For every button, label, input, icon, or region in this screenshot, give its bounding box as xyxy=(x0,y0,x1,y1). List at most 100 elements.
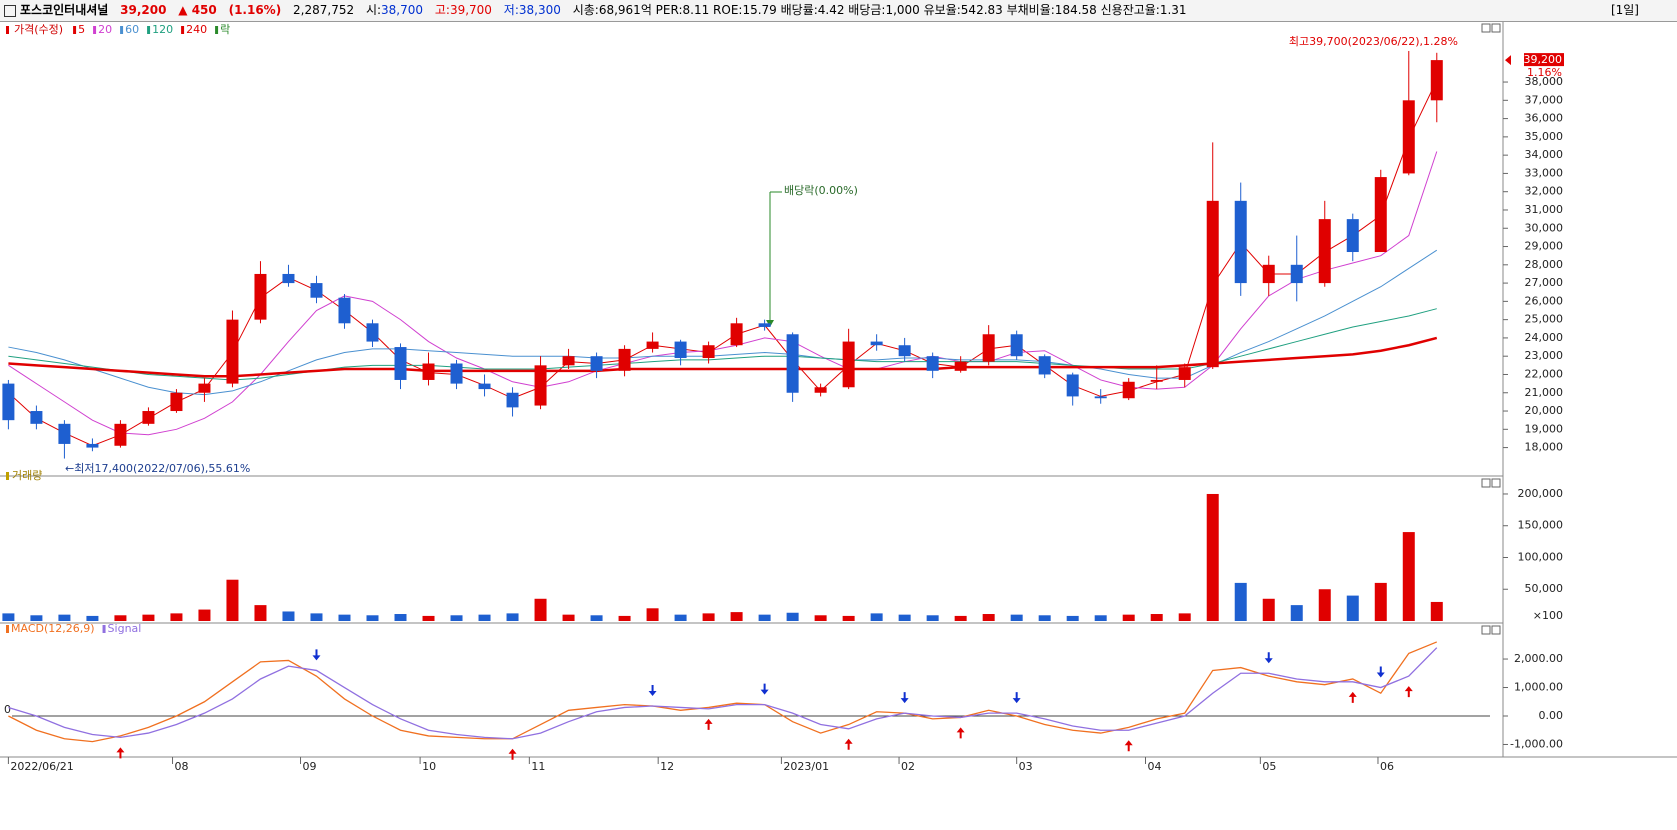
candle-body xyxy=(1430,60,1443,101)
volume-bar xyxy=(562,614,575,621)
panel-button[interactable] xyxy=(1481,625,1491,635)
legend-item: 60 xyxy=(125,23,139,36)
low: 38,300 xyxy=(518,3,561,17)
candle-body xyxy=(170,392,183,412)
candle-body xyxy=(198,383,211,393)
legend-swatch xyxy=(73,26,77,34)
legend-swatch xyxy=(93,26,97,34)
stats: 시총:68,961억 PER:8.11 ROE:15.79 배당률:4.42 배… xyxy=(572,3,1187,17)
volume-bar xyxy=(730,612,743,621)
legend-item: 120 xyxy=(152,23,173,36)
period[interactable]: [1일] xyxy=(1610,3,1639,17)
candle-body xyxy=(618,348,631,371)
last-price-label: 39,200 xyxy=(1524,53,1563,66)
panel-button[interactable] xyxy=(1481,23,1491,33)
volume-bar xyxy=(1066,615,1079,621)
volume-bar xyxy=(674,614,687,621)
volume-bar xyxy=(702,613,715,621)
legend-swatch xyxy=(181,26,185,34)
volume-bar xyxy=(1094,615,1107,621)
candle-body xyxy=(870,341,883,346)
panel-button[interactable] xyxy=(1491,478,1501,488)
volume-bar xyxy=(506,613,519,621)
volume-bar xyxy=(1262,598,1275,621)
buy-signal xyxy=(1404,686,1413,698)
legend-item: Signal xyxy=(108,622,142,635)
candle-body xyxy=(842,341,855,388)
stock-name: 포스코인터내셔널 xyxy=(20,3,109,17)
candle-body xyxy=(758,323,771,327)
change-pct: (1.16%) xyxy=(228,3,282,17)
candle-body xyxy=(1066,374,1079,397)
volume-bar xyxy=(786,612,799,621)
candle-body xyxy=(1178,367,1191,380)
candle-body xyxy=(86,443,99,448)
legend-item: 5 xyxy=(78,23,85,36)
candle-body xyxy=(478,383,491,390)
candle-body xyxy=(366,323,379,342)
buy-signal xyxy=(508,748,517,760)
volume-bar xyxy=(1150,614,1163,621)
candle-body xyxy=(1122,381,1135,399)
candle-body xyxy=(142,411,155,424)
checkbox[interactable] xyxy=(4,4,16,17)
volume-bar xyxy=(646,608,659,621)
volume-bar xyxy=(142,614,155,621)
moving-average xyxy=(8,151,1438,436)
sell-signal xyxy=(1376,666,1385,678)
volume-bar xyxy=(1178,613,1191,621)
candle-body xyxy=(338,297,351,324)
legend-title: 가격(수정) xyxy=(14,23,63,36)
y-tick-label: 28,000 xyxy=(1525,258,1564,271)
y-tick-label: 37,000 xyxy=(1525,93,1564,106)
x-tick-label: 05 xyxy=(1262,760,1276,773)
volume-bar xyxy=(926,615,939,621)
volume-bar xyxy=(58,614,71,621)
y-tick-label: 32,000 xyxy=(1525,185,1564,198)
buy-signal xyxy=(844,738,853,750)
panel-button[interactable] xyxy=(1481,478,1491,488)
candle-body xyxy=(898,345,911,357)
last-price-marker xyxy=(1505,55,1511,66)
dividend-annotation: 배당락(0.00%) xyxy=(784,184,858,197)
volume-bar xyxy=(30,615,43,621)
candle-body xyxy=(1402,100,1415,174)
volume-bar xyxy=(198,609,211,621)
candle-body xyxy=(310,283,323,298)
candle-body xyxy=(590,356,603,371)
candle-body xyxy=(1094,396,1107,399)
change: ▲ 450 xyxy=(178,3,217,17)
x-tick-label: 09 xyxy=(303,760,317,773)
candle-body xyxy=(646,341,659,349)
volume-bar xyxy=(394,614,407,621)
volume-bar xyxy=(310,613,323,621)
y-tick-label: 100,000 xyxy=(1518,550,1564,563)
chart: 최고39,700(2023/06/22),1.28% ←최저17,400(202… xyxy=(0,22,1677,773)
moving-average xyxy=(8,308,1437,381)
y-tick-label: 50,000 xyxy=(1525,582,1564,595)
x-tick-label: 06 xyxy=(1380,760,1394,773)
volume-bar xyxy=(1206,493,1219,621)
header: 포스코인터내셔널 39,200 ▲ 450 (1.16%) 2,287,752 … xyxy=(0,0,1677,22)
open: 38,700 xyxy=(381,3,424,17)
y-tick-label: 2,000.00 xyxy=(1514,652,1563,665)
volume-bar xyxy=(1346,595,1359,621)
volume: 2,287,752 xyxy=(293,3,355,17)
sell-signal xyxy=(648,685,657,697)
volume-bar xyxy=(1374,582,1387,621)
candle-body xyxy=(226,319,239,384)
volume-bar xyxy=(282,611,295,621)
volume-bar xyxy=(254,605,267,621)
candle-body xyxy=(1346,219,1359,253)
candle-body xyxy=(1206,200,1219,368)
panel-button[interactable] xyxy=(1491,23,1501,33)
panel-button[interactable] xyxy=(1491,625,1501,635)
candle-body xyxy=(674,341,687,359)
volume-bar xyxy=(870,613,883,621)
volume-bar xyxy=(226,579,239,621)
volume-bar xyxy=(422,615,435,621)
legend-swatch xyxy=(6,625,9,633)
candle-body xyxy=(254,273,267,320)
y-tick-label: 27,000 xyxy=(1525,276,1564,289)
